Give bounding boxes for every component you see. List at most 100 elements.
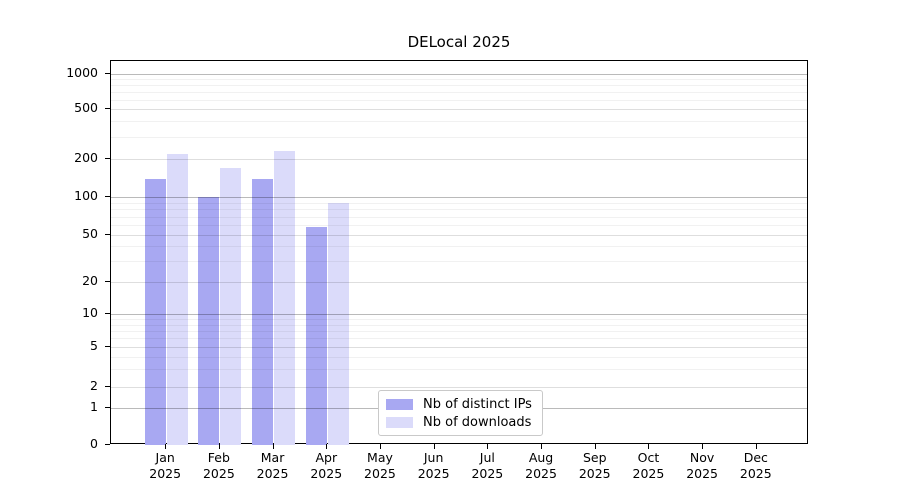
y-tick-label: 100 [74, 188, 98, 203]
bar-distinct-ips [252, 178, 274, 445]
x-tick-month: Oct [637, 450, 660, 465]
x-tick-mark [594, 444, 596, 449]
x-tick-year: 2025 [310, 466, 343, 481]
gridline-major [111, 197, 807, 198]
x-tick-label: Jun 2025 [406, 450, 462, 482]
plot-area [110, 60, 808, 445]
gridline-major [111, 314, 807, 315]
x-tick-mark [379, 444, 381, 449]
gridline-major [111, 235, 807, 236]
bar-downloads [274, 151, 296, 445]
gridline-major [111, 109, 807, 110]
y-tick-mark [105, 346, 110, 347]
y-tick-mark [105, 158, 110, 159]
y-tick-mark [105, 313, 110, 314]
gridline-minor [111, 136, 807, 138]
gridline-minor [111, 92, 807, 93]
gridline-minor [111, 319, 807, 321]
gridline-major [111, 387, 807, 388]
x-tick-label: Dec 2025 [728, 450, 784, 482]
gridline-minor [111, 338, 807, 340]
y-tick-label: 50 [82, 226, 98, 241]
x-tick-label: Sep 2025 [567, 450, 623, 482]
x-tick-label: May 2025 [352, 450, 408, 482]
y-tick-mark [105, 281, 110, 282]
y-tick-mark [105, 234, 110, 235]
gridline-minor [111, 246, 807, 248]
gridline-minor [111, 79, 807, 81]
x-tick-year: 2025 [471, 466, 504, 481]
x-tick-year: 2025 [739, 466, 772, 481]
chart-title: DELocal 2025 [407, 33, 511, 51]
y-tick-label: 0 [90, 436, 98, 451]
x-tick-year: 2025 [149, 466, 182, 481]
x-tick-label: Jul 2025 [459, 450, 515, 482]
y-tick-label: 20 [82, 273, 98, 288]
x-tick-month: Jul [479, 450, 495, 465]
x-tick-mark [165, 444, 167, 449]
bar-downloads [327, 202, 349, 445]
x-tick-mark [272, 444, 274, 449]
legend-label-distinct-ips: Nb of distinct IPs [423, 396, 532, 412]
x-tick-year: 2025 [632, 466, 665, 481]
grid-layer [111, 61, 807, 443]
x-tick-month: Dec [743, 450, 768, 465]
x-tick-mark [648, 444, 650, 449]
x-tick-month: May [367, 450, 393, 465]
bar-distinct-ips [144, 178, 166, 445]
x-tick-year: 2025 [202, 466, 235, 481]
y-tick-label: 5 [90, 338, 98, 353]
legend: Nb of distinct IPs Nb of downloads [378, 390, 543, 436]
x-tick-year: 2025 [364, 466, 396, 481]
gridline-minor [111, 121, 807, 123]
y-tick-mark [105, 444, 110, 445]
x-tick-month: Nov [689, 450, 715, 465]
legend-swatch-downloads [386, 416, 413, 428]
x-tick-label: Jan 2025 [137, 450, 193, 482]
y-tick-mark [105, 108, 110, 109]
gridline-minor [111, 261, 807, 263]
gridline-major [111, 159, 807, 160]
y-tick-mark [105, 73, 110, 74]
legend-label-downloads: Nb of downloads [423, 414, 532, 430]
bar-distinct-ips [198, 197, 220, 445]
gridline-minor [111, 209, 807, 211]
gridline-minor [111, 216, 807, 218]
x-tick-month: Sep [582, 450, 607, 465]
x-tick-label: Mar 2025 [245, 450, 301, 482]
gridline-minor [111, 356, 807, 358]
legend-entry-downloads: Nb of downloads [386, 415, 534, 430]
bar-distinct-ips [305, 226, 327, 445]
legend-swatch-distinct-ips [386, 398, 413, 410]
y-tick-label: 10 [82, 305, 98, 320]
x-tick-month: Jun [423, 450, 444, 465]
x-tick-year: 2025 [525, 466, 557, 481]
y-tick-label: 2 [90, 378, 98, 393]
x-tick-mark [755, 444, 757, 449]
y-tick-label: 1000 [66, 65, 98, 80]
gridline-minor [111, 369, 807, 371]
gridline-major [111, 282, 807, 283]
gridline-minor [111, 330, 807, 332]
x-tick-mark [326, 444, 328, 449]
y-tick-mark [105, 196, 110, 197]
x-tick-year: 2025 [686, 466, 719, 481]
x-tick-year: 2025 [578, 466, 611, 481]
y-tick-mark [105, 386, 110, 387]
x-tick-year: 2025 [417, 466, 450, 481]
x-tick-month: Apr [315, 450, 338, 465]
x-tick-label: Nov 2025 [674, 450, 730, 482]
y-tick-label: 500 [74, 100, 98, 115]
gridline-major [111, 74, 807, 75]
x-tick-month: Aug [528, 450, 554, 465]
x-tick-label: Feb 2025 [191, 450, 247, 482]
gridline-minor [111, 225, 807, 226]
x-tick-month: Feb [207, 450, 230, 465]
x-tick-label: Oct 2025 [620, 450, 676, 482]
x-tick-mark [487, 444, 489, 449]
y-tick-label: 200 [74, 150, 98, 165]
y-tick-mark [105, 407, 110, 408]
x-tick-month: Mar [260, 450, 285, 465]
gridline-minor [111, 202, 807, 204]
